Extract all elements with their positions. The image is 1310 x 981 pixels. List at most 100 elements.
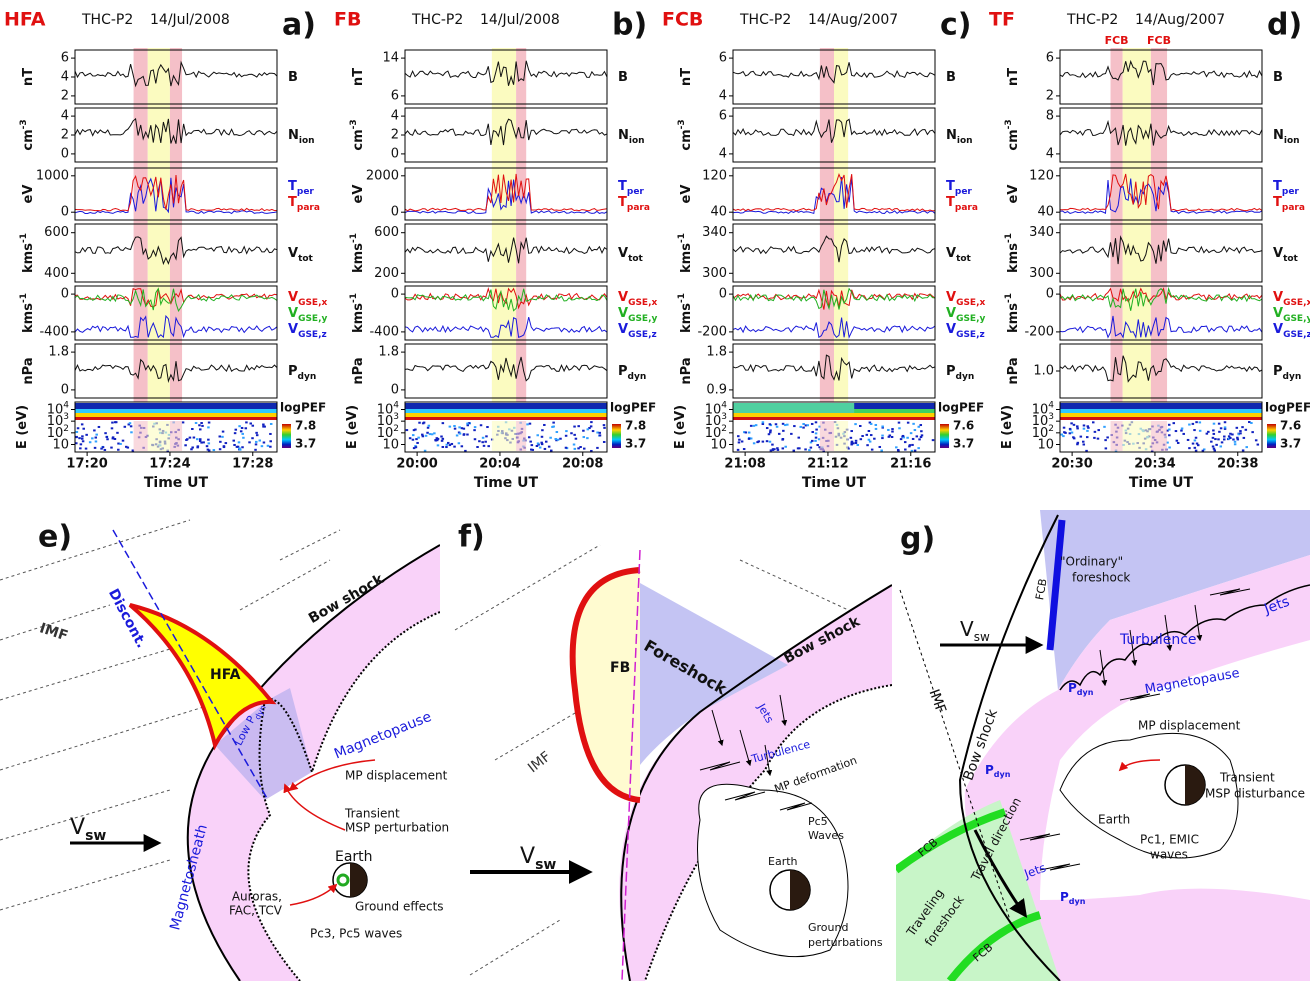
spectrogram-pixel bbox=[874, 423, 878, 426]
text-part: eV bbox=[679, 185, 694, 204]
spectrogram-pixel bbox=[868, 421, 872, 424]
x-tick-label: 20:04 bbox=[479, 457, 520, 472]
subscript: ion bbox=[629, 136, 645, 146]
event-shading bbox=[133, 48, 148, 452]
spectrogram-pixel bbox=[1076, 427, 1079, 430]
spectrogram-pixel bbox=[234, 428, 238, 431]
spectrogram-pixel bbox=[781, 422, 785, 425]
subscript: dyn bbox=[956, 372, 975, 382]
spectrogram-pixel bbox=[913, 449, 917, 452]
transient-label: Transient bbox=[344, 807, 400, 821]
spectrogram-pixel bbox=[1076, 443, 1079, 446]
trace bbox=[74, 287, 278, 312]
mp-deformation-label: MP deformation bbox=[773, 754, 859, 796]
spectrogram-pixel bbox=[121, 439, 125, 442]
spectrogram-pixel bbox=[919, 424, 923, 427]
spectrogram-pixel bbox=[849, 436, 853, 439]
text-part: V bbox=[288, 322, 298, 337]
spectrogram-pixel bbox=[747, 431, 751, 434]
spectrogram-pixel bbox=[559, 437, 562, 440]
colorbar-max: 7.8 bbox=[295, 419, 316, 433]
spectrogram-pixel bbox=[556, 438, 560, 441]
colorbar bbox=[1267, 424, 1276, 448]
spectrogram-band bbox=[733, 403, 855, 413]
text-part: E (eV) bbox=[15, 405, 30, 449]
spectrogram-pixel bbox=[1217, 422, 1221, 425]
trace bbox=[1060, 173, 1263, 212]
superscript: 4 bbox=[63, 400, 69, 410]
spectrogram-pixel bbox=[129, 425, 133, 428]
text-part: V bbox=[618, 290, 628, 305]
earth-label: Earth bbox=[335, 849, 373, 865]
colorbar bbox=[282, 424, 291, 448]
spectrogram-pixel bbox=[1195, 442, 1199, 445]
spectrogram-pixel bbox=[111, 437, 115, 440]
y-tick-label: 0 bbox=[61, 382, 69, 397]
hfa-label: HFA bbox=[210, 667, 241, 683]
event-shading bbox=[819, 48, 834, 452]
spectrogram-pixel bbox=[94, 436, 98, 439]
spectrogram-pixel bbox=[111, 436, 115, 439]
event-shading bbox=[169, 48, 183, 452]
spectrogram-pixel bbox=[765, 427, 769, 430]
spectrogram-pixel bbox=[233, 432, 237, 435]
spectrogram-pixel bbox=[188, 436, 192, 439]
x-tick-label: 21:12 bbox=[807, 457, 848, 472]
spectrogram-pixel bbox=[811, 439, 814, 442]
y-tick-label: 1.8 bbox=[706, 345, 727, 360]
spectrogram-pixel bbox=[1082, 427, 1086, 430]
y-tick-label: -200 bbox=[697, 324, 727, 339]
spectrogram-pixel bbox=[201, 424, 204, 427]
text-part: T bbox=[288, 179, 297, 194]
spectrogram-pixel bbox=[529, 440, 532, 443]
text-part: V bbox=[618, 322, 628, 337]
text-part: E (eV) bbox=[673, 405, 688, 449]
x-tick-label: 17:28 bbox=[232, 457, 273, 472]
spectrogram-band bbox=[75, 403, 277, 409]
spectrogram-pixel bbox=[1202, 448, 1206, 451]
spectrogram-pixel bbox=[248, 441, 251, 444]
spectrogram-pixel bbox=[262, 441, 266, 444]
superscript: -1 bbox=[349, 293, 359, 303]
spectrogram-pixel bbox=[481, 436, 485, 439]
spectrogram-pixel bbox=[550, 449, 553, 452]
y-tick-label: 4 bbox=[61, 109, 69, 124]
trace bbox=[1059, 178, 1263, 215]
superscript: 4 bbox=[393, 400, 399, 410]
text-part: 10 bbox=[705, 402, 722, 417]
spectrogram-pixel bbox=[851, 442, 855, 445]
spectrogram-pixel bbox=[761, 440, 765, 443]
spectrogram-pixel bbox=[196, 446, 199, 449]
subscript: GSE,z bbox=[956, 330, 985, 340]
spectrogram-pixel bbox=[1193, 446, 1197, 449]
y-tick-label: 102 bbox=[47, 423, 69, 440]
subscript: ion bbox=[957, 136, 973, 146]
diagram-f bbox=[454, 544, 892, 981]
spectrogram-pixel bbox=[119, 442, 122, 445]
spectrogram-pixel bbox=[1196, 444, 1200, 447]
row-label: Vtot bbox=[1273, 246, 1299, 264]
spectrogram-pixel bbox=[104, 432, 107, 435]
superscript: 3 bbox=[393, 412, 399, 422]
y-tick-label: 4 bbox=[1046, 146, 1054, 161]
spectrogram-pixel bbox=[130, 431, 133, 434]
spectrogram-pixel bbox=[540, 435, 544, 438]
subscript: GSE,x bbox=[1283, 298, 1310, 308]
spectrogram-pixel bbox=[564, 434, 568, 437]
spectrogram-pixel bbox=[909, 432, 913, 435]
spectrogram-pixel bbox=[421, 422, 425, 425]
spectrogram-pixel bbox=[590, 449, 593, 452]
text-part: kms bbox=[351, 303, 366, 333]
row-label: VGSE,y bbox=[618, 306, 657, 324]
x-tick-label: 20:34 bbox=[1134, 457, 1175, 472]
row-label: B bbox=[1273, 70, 1283, 85]
spectrogram-pixel bbox=[457, 431, 461, 434]
earth-night bbox=[790, 870, 810, 910]
spectrogram-pixel bbox=[782, 429, 785, 432]
superscript: -1 bbox=[1004, 293, 1014, 303]
spectrogram-pixel bbox=[793, 425, 796, 428]
magnetosphere bbox=[1059, 732, 1239, 859]
spectrogram-pixel bbox=[433, 432, 436, 435]
